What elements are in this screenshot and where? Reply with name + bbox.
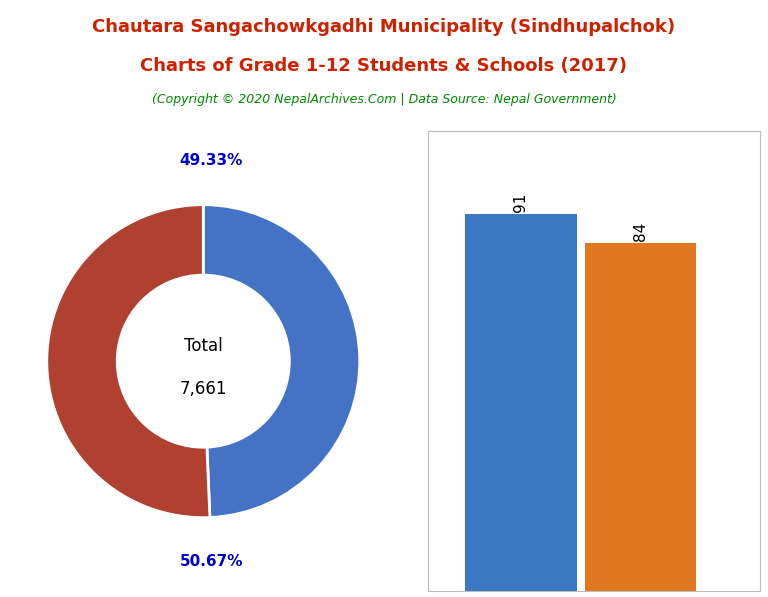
Text: Total: Total bbox=[184, 337, 223, 355]
Wedge shape bbox=[47, 205, 210, 518]
Bar bbox=[584, 243, 697, 591]
Text: Chautara Sangachowkgadhi Municipality (Sindhupalchok): Chautara Sangachowkgadhi Municipality (S… bbox=[92, 18, 676, 36]
Text: 91: 91 bbox=[514, 193, 528, 212]
Wedge shape bbox=[204, 205, 359, 518]
Text: 7,661: 7,661 bbox=[180, 380, 227, 398]
Text: 84: 84 bbox=[633, 222, 648, 241]
Text: 49.33%: 49.33% bbox=[180, 153, 243, 168]
Text: 50.67%: 50.67% bbox=[180, 554, 243, 569]
Text: Charts of Grade 1-12 Students & Schools (2017): Charts of Grade 1-12 Students & Schools … bbox=[141, 57, 627, 75]
Text: (Copyright © 2020 NepalArchives.Com | Data Source: Nepal Government): (Copyright © 2020 NepalArchives.Com | Da… bbox=[151, 93, 617, 106]
Bar bbox=[465, 214, 577, 591]
